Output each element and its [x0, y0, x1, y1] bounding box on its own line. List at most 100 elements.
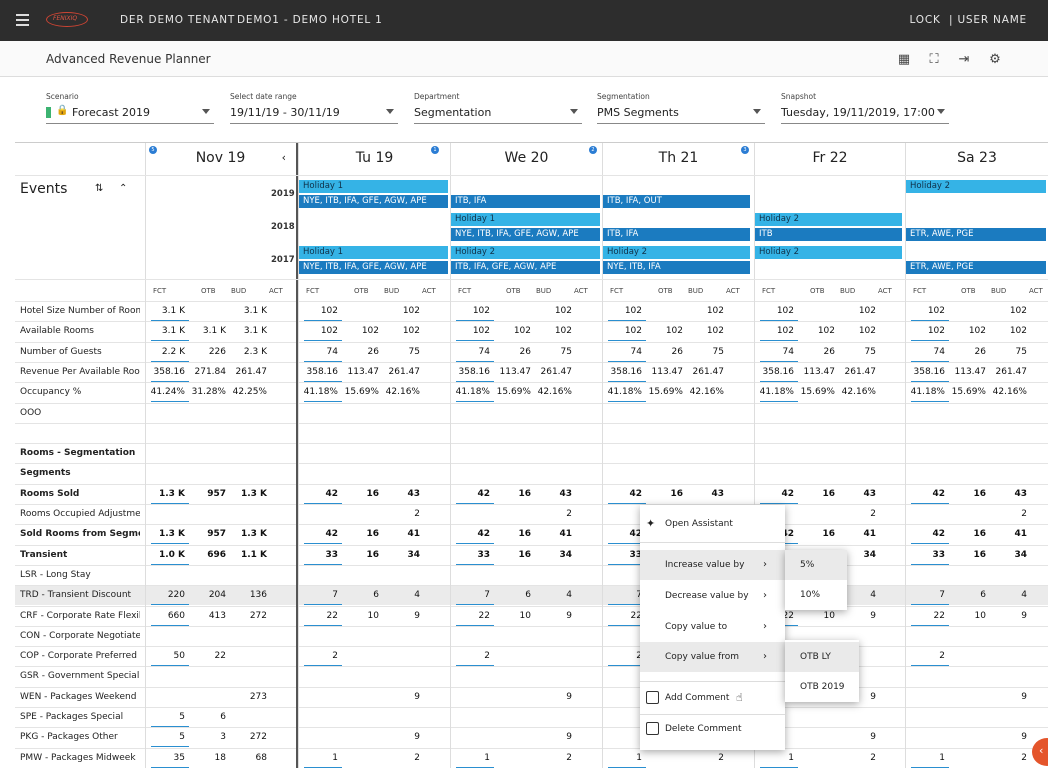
value-cell[interactable]: 41 — [407, 529, 420, 540]
value-cell[interactable]: 413 — [208, 610, 226, 621]
value-cell[interactable]: 1.3 K — [158, 529, 185, 540]
value-cell[interactable]: 22 — [478, 610, 490, 621]
value-cell[interactable]: 33 — [932, 549, 945, 560]
value-cell[interactable]: 22 — [630, 610, 642, 621]
value-cell[interactable]: 74 — [933, 346, 945, 357]
column-head[interactable]: BUD — [536, 287, 552, 295]
value-cell[interactable]: 2 — [1021, 752, 1027, 763]
value-cell[interactable]: 68 — [255, 752, 267, 763]
value-cell[interactable]: 31.28% — [191, 387, 226, 398]
value-cell[interactable]: 113.47 — [499, 366, 532, 377]
value-cell[interactable]: 1 — [332, 752, 338, 763]
event-bar[interactable]: ITB — [754, 228, 902, 241]
value-cell[interactable]: 42 — [629, 529, 642, 540]
value-cell[interactable]: 102 — [624, 306, 642, 316]
value-cell[interactable]: 1 — [636, 752, 642, 763]
value-cell[interactable]: 272 — [249, 610, 267, 621]
column-head[interactable]: FCT — [762, 287, 776, 295]
value-cell[interactable]: 2 — [870, 752, 876, 763]
value-cell[interactable]: 957 — [207, 488, 226, 499]
value-cell[interactable]: 226 — [208, 346, 226, 357]
value-cell[interactable]: 358.16 — [306, 366, 339, 377]
value-cell[interactable]: 3.1 K — [202, 326, 226, 337]
value-cell[interactable]: 358.16 — [762, 366, 795, 377]
value-cell[interactable]: 16 — [973, 549, 986, 560]
column-head[interactable]: OTB — [201, 287, 216, 295]
value-cell[interactable]: 9 — [414, 732, 420, 743]
value-cell[interactable]: 16 — [366, 549, 379, 560]
collapse-icon[interactable]: ⇅ — [95, 183, 104, 194]
submenu-item[interactable]: OTB LY — [785, 642, 859, 672]
value-cell[interactable]: 9 — [870, 732, 876, 743]
value-cell[interactable]: 2 — [414, 509, 420, 519]
copy-value-to-item[interactable]: Copy value to › — [640, 612, 785, 642]
value-cell[interactable]: 75 — [1015, 346, 1027, 357]
value-cell[interactable]: 10 — [823, 610, 835, 621]
increase-value-item[interactable]: Increase value by › — [640, 550, 785, 580]
event-bar[interactable]: NYE, ITB, IFA, GFE, AGW, APE — [298, 261, 448, 274]
value-cell[interactable]: 75 — [864, 346, 876, 357]
value-cell[interactable]: 113.47 — [803, 366, 836, 377]
value-cell[interactable]: 358.16 — [153, 366, 186, 377]
value-cell[interactable]: 34 — [1014, 549, 1027, 560]
value-cell[interactable]: 261.47 — [235, 366, 268, 377]
chevron-up-icon[interactable]: ⌃ — [119, 183, 128, 194]
value-cell[interactable]: 42.16% — [841, 387, 876, 398]
count-badge[interactable]: 3 — [741, 146, 749, 154]
value-cell[interactable]: 15.69% — [496, 387, 531, 398]
value-cell[interactable]: 43 — [559, 488, 572, 499]
value-cell[interactable]: 15.69% — [800, 387, 835, 398]
value-cell[interactable]: 2 — [870, 509, 876, 519]
column-head[interactable]: ACT — [574, 287, 588, 295]
value-cell[interactable]: 3.1 K — [161, 306, 185, 316]
value-cell[interactable]: 41.18% — [455, 387, 490, 398]
decrease-value-item[interactable]: Decrease value by › — [640, 581, 785, 611]
menu-icon[interactable] — [16, 14, 29, 29]
value-cell[interactable]: 113.47 — [347, 366, 380, 377]
value-cell[interactable]: 1 — [484, 752, 490, 763]
value-cell[interactable]: 2 — [332, 651, 338, 662]
value-cell[interactable]: 204 — [208, 590, 226, 601]
column-head[interactable]: ACT — [422, 287, 436, 295]
column-head[interactable]: FCT — [153, 287, 167, 295]
value-cell[interactable]: 3 — [220, 732, 226, 743]
value-cell[interactable]: 9 — [1021, 691, 1027, 702]
value-cell[interactable]: 75 — [408, 346, 420, 357]
value-cell[interactable]: 9 — [1021, 610, 1027, 621]
value-cell[interactable]: 102 — [927, 306, 945, 316]
value-cell[interactable]: 2 — [606, 651, 642, 661]
value-cell[interactable]: 22 — [214, 651, 226, 662]
value-cell[interactable]: 75 — [560, 346, 572, 357]
add-comment-item[interactable]: Add Comment ☝ — [640, 683, 785, 713]
value-cell[interactable]: 261.47 — [995, 366, 1028, 377]
value-cell[interactable]: 1 — [788, 752, 794, 763]
value-cell[interactable]: 261.47 — [388, 366, 421, 377]
event-bar[interactable]: NYE, ITB, IFA, GFE, AGW, APE — [450, 228, 600, 241]
event-bar[interactable]: ETR, AWE, PGE — [905, 228, 1046, 241]
value-cell[interactable]: 9 — [566, 732, 572, 743]
value-cell[interactable]: 102 — [968, 326, 986, 337]
value-cell[interactable]: 4 — [1021, 590, 1027, 601]
value-cell[interactable]: 42.25% — [232, 387, 267, 398]
value-cell[interactable]: 41.18% — [303, 387, 338, 398]
value-cell[interactable]: 34 — [863, 549, 876, 560]
event-bar[interactable]: Holiday 2 — [450, 246, 600, 259]
chevron-left-icon[interactable]: ‹ — [281, 151, 286, 164]
value-cell[interactable]: 102 — [320, 306, 338, 316]
value-cell[interactable]: 113.47 — [954, 366, 987, 377]
column-head[interactable]: ACT — [726, 287, 740, 295]
value-cell[interactable]: 42.16% — [537, 387, 572, 398]
submenu-item[interactable]: OTB 2019 — [800, 682, 845, 692]
value-cell[interactable]: 102 — [402, 326, 420, 337]
value-cell[interactable]: 7 — [939, 590, 945, 601]
value-cell[interactable]: 2 — [1021, 509, 1027, 519]
value-cell[interactable]: 1.1 K — [240, 549, 267, 560]
user-name[interactable]: USER NAME — [957, 14, 1027, 26]
value-cell[interactable]: 3.1 K — [243, 326, 267, 337]
column-head[interactable]: BUD — [231, 287, 247, 295]
value-cell[interactable]: 4 — [870, 590, 876, 601]
value-cell[interactable]: 1.3 K — [158, 488, 185, 499]
copy-value-from-item[interactable]: Copy value from › — [640, 642, 785, 672]
column-head[interactable]: ACT — [269, 287, 283, 295]
exit-icon[interactable]: ⇥ — [958, 52, 970, 67]
